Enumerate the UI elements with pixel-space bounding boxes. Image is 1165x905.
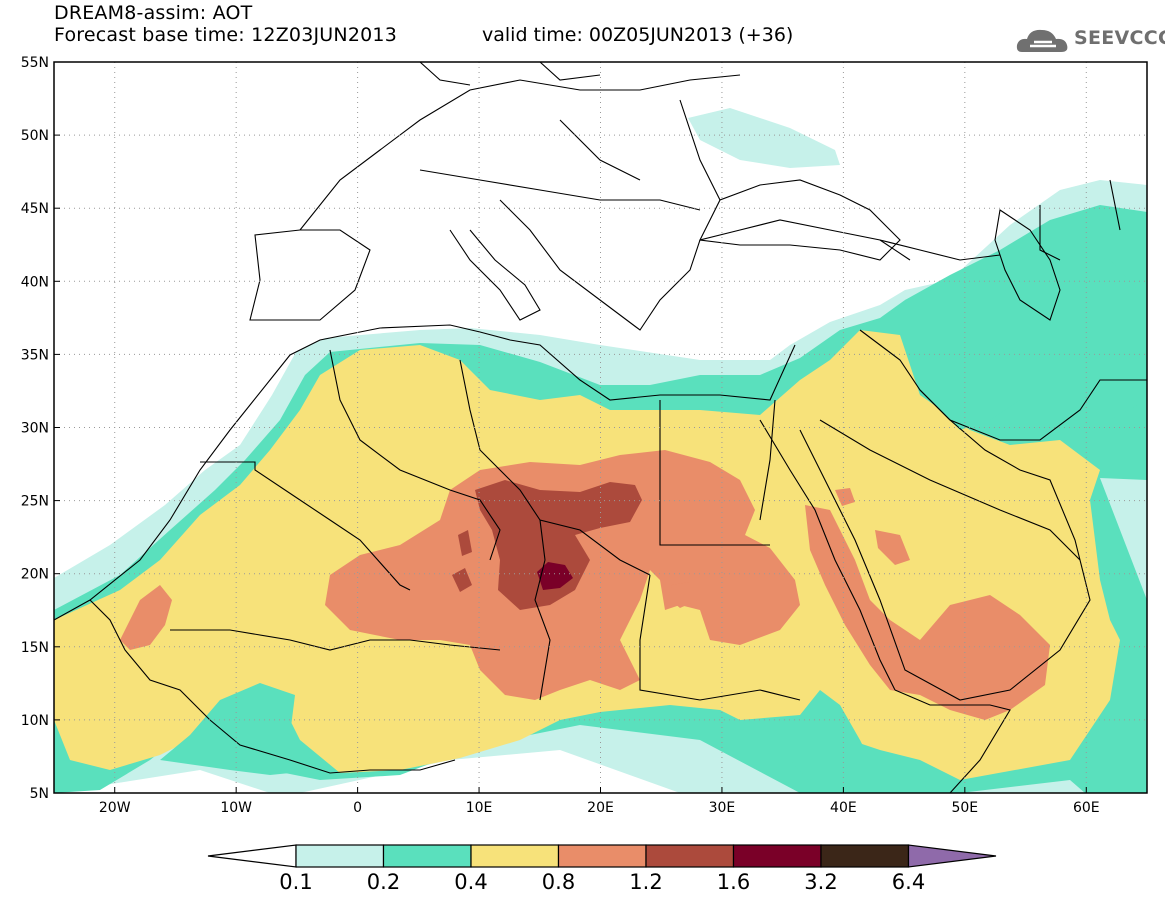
forecast-base-time: Forecast base time: 12Z03JUN2013 bbox=[54, 24, 397, 46]
colorbar-box bbox=[645, 844, 735, 868]
colorbar: 0.1 0.2 0.4 0.8 1.2 1.6 3.2 6.4 bbox=[207, 844, 997, 894]
logo-text: SEEVCCC bbox=[1074, 27, 1165, 49]
tick-label-lat: 25N bbox=[21, 494, 49, 510]
coastline-north-africa bbox=[54, 324, 796, 621]
tick-label-lat: 10N bbox=[21, 713, 49, 729]
coastline-west-africa bbox=[89, 599, 456, 774]
colorbar-label: 0.8 bbox=[542, 870, 575, 894]
aot-field bbox=[54, 108, 1147, 793]
colorbar-label: 1.2 bbox=[629, 870, 662, 894]
coastline-black-sea bbox=[699, 179, 901, 261]
axis-ticks: 20W 10W 0 10E 20E 30E 40E 50E 60E 55N 50N 45N 40N 35N… bbox=[21, 55, 1100, 816]
chart-title: DREAM8-assim: AOT bbox=[54, 2, 253, 24]
aot-contour-0.8-spot1 bbox=[835, 488, 855, 506]
colorbar-box bbox=[820, 844, 910, 868]
tick-label-lat: 55N bbox=[21, 55, 49, 71]
tick-label-lon: 20E bbox=[587, 800, 614, 816]
coastline-red-sea bbox=[759, 419, 896, 691]
aot-contour-0.8-spot3 bbox=[668, 582, 698, 608]
border-chad bbox=[534, 519, 551, 701]
tick-label-lon: 10E bbox=[466, 800, 493, 816]
tick-label-lat: 45N bbox=[21, 201, 49, 217]
tick-label-lon: 10W bbox=[220, 800, 252, 816]
border-algeria bbox=[329, 349, 501, 561]
aot-contour-1.6 bbox=[537, 562, 573, 590]
cloud-icon bbox=[1016, 29, 1068, 52]
grid-lines bbox=[54, 62, 1147, 793]
coastline-iberia bbox=[249, 229, 371, 321]
border-saudi bbox=[819, 419, 1081, 561]
aot-contour-0.8-spot2 bbox=[875, 530, 910, 565]
tick-label-lat: 30N bbox=[21, 421, 49, 437]
aot-contour-0.8-red-sea bbox=[805, 505, 1050, 720]
colorbar-box bbox=[295, 844, 385, 868]
colorbar-box bbox=[382, 844, 472, 868]
tick-label-lon: 40E bbox=[830, 800, 857, 816]
border-egypt bbox=[659, 400, 770, 546]
colorbar-label: 0.2 bbox=[367, 870, 400, 894]
tick-label-lat: 50N bbox=[21, 128, 49, 144]
border-scandinavia bbox=[419, 62, 601, 86]
aot-contour-1.2-spot1 bbox=[458, 530, 472, 556]
tick-label-lon: 0 bbox=[353, 800, 362, 816]
colorbar-label: 1.6 bbox=[717, 870, 750, 894]
colorbar-arrow-low bbox=[207, 844, 297, 868]
tick-label-lat: 40N bbox=[21, 274, 49, 290]
border-libya bbox=[459, 359, 651, 576]
tick-label-lon: 60E bbox=[1073, 800, 1100, 816]
border-europe bbox=[299, 74, 741, 231]
border-sahel bbox=[170, 629, 501, 651]
tick-label-lon: 30E bbox=[709, 800, 736, 816]
colorbar-label: 6.4 bbox=[892, 870, 925, 894]
colorbar-box bbox=[732, 844, 822, 868]
colorbar-arrow-high bbox=[907, 844, 997, 868]
border-sudan bbox=[639, 574, 801, 701]
coastline-nile bbox=[759, 399, 776, 521]
colorbar-box bbox=[557, 844, 647, 868]
aot-contour-0.1-black-sea bbox=[688, 108, 840, 168]
colorbar-box bbox=[470, 844, 560, 868]
coastline-italy bbox=[449, 229, 541, 321]
tick-label-lon: 50E bbox=[951, 800, 978, 816]
coastline-balkans bbox=[499, 199, 911, 331]
tick-label-lat: 15N bbox=[21, 640, 49, 656]
aot-contour-0.2-west-africa bbox=[160, 683, 320, 775]
tick-label-lat: 35N bbox=[21, 347, 49, 363]
border-iraq-iran bbox=[859, 329, 1147, 441]
aot-contour-1.2-spot2 bbox=[452, 568, 472, 592]
coastline-caspian bbox=[994, 209, 1061, 321]
colorbar-label: 3.2 bbox=[804, 870, 837, 894]
coastlines bbox=[54, 62, 1147, 793]
tick-label-lat: 20N bbox=[21, 567, 49, 583]
valid-time: valid time: 00Z05JUN2013 (+36) bbox=[482, 24, 794, 46]
map-frame bbox=[53, 61, 1148, 794]
aot-contour-0.2-horn bbox=[790, 690, 930, 793]
aot-contour-0.8-senegal bbox=[120, 585, 172, 650]
border-caucasus bbox=[879, 179, 1121, 261]
colorbar-label: 0.4 bbox=[454, 870, 487, 894]
colorbar-label: 0.1 bbox=[279, 870, 312, 894]
tick-label-lat: 5N bbox=[30, 786, 49, 802]
border-west-sahara bbox=[200, 461, 411, 591]
tick-label-lon: 20W bbox=[99, 800, 131, 816]
coastline-arabia bbox=[799, 389, 1091, 701]
coastline-horn bbox=[894, 689, 1011, 793]
